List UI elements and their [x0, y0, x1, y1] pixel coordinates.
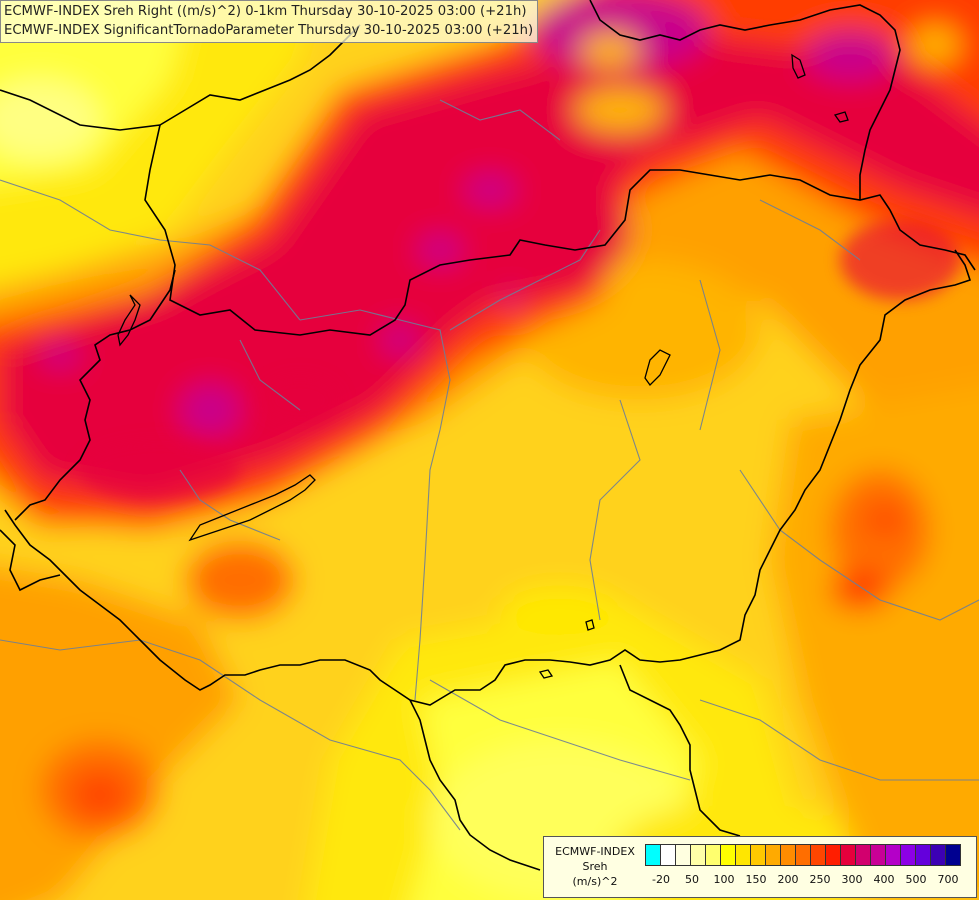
- title-line-stp: ECMWF-INDEX SignificantTornadoParameter …: [4, 23, 534, 38]
- rivers: [0, 99, 979, 831]
- sreh-field-detail: [80, 220, 960, 500]
- legend-swatch: [810, 844, 826, 866]
- legend-tick-label: 50: [685, 873, 699, 886]
- legend-swatch: [675, 844, 691, 866]
- legend-swatch: [915, 844, 931, 866]
- legend-swatch: [645, 844, 661, 866]
- legend-swatch: [660, 844, 676, 866]
- legend-swatch: [930, 844, 946, 866]
- legend-variable-name: Sreh: [582, 860, 608, 873]
- lakes: [117, 53, 849, 679]
- legend-swatch: [735, 844, 751, 866]
- legend-tick-label: 400: [873, 873, 895, 886]
- legend-tick-label: 300: [841, 873, 863, 886]
- title-line-sreh: ECMWF-INDEX Sreh Right ((m/s)^2) 0-1km T…: [4, 4, 527, 19]
- legend-tick-label: -20: [652, 873, 670, 886]
- legend-swatch: [870, 844, 886, 866]
- color-legend: ECMWF-INDEX Sreh (m/s)^2 -20 50 100 150 200 2…: [543, 836, 977, 898]
- legend-tick-label: 150: [745, 873, 767, 886]
- map-title: ECMWF-INDEX Sreh Right ((m/s)^2) 0-1km T…: [0, 0, 539, 43]
- legend-tick-label: 700: [937, 873, 959, 886]
- legend-swatch: [840, 844, 856, 866]
- legend-swatch: [825, 844, 841, 866]
- legend-swatch: [720, 844, 736, 866]
- legend-swatch: [900, 844, 916, 866]
- legend-swatch: [750, 844, 766, 866]
- legend-tick-labels: -20 50 100 150 200 250 300 400 500 700: [645, 873, 975, 889]
- legend-tick-label: 200: [777, 873, 799, 886]
- legend-swatch: [690, 844, 706, 866]
- legend-swatch: [765, 844, 781, 866]
- legend-swatch: [885, 844, 901, 866]
- legend-tick-label: 500: [905, 873, 927, 886]
- legend-tick-label: 250: [809, 873, 831, 886]
- legend-swatch: [855, 844, 871, 866]
- legend-unit: (m/s)^2: [572, 875, 618, 888]
- legend-swatch: [780, 844, 796, 866]
- legend-swatch: [945, 844, 961, 866]
- legend-title: ECMWF-INDEX Sreh (m/s)^2: [548, 844, 642, 889]
- country-borders: [0, 0, 976, 871]
- legend-swatch: [795, 844, 811, 866]
- legend-model-name: ECMWF-INDEX: [555, 845, 635, 858]
- legend-color-scale: [645, 844, 961, 866]
- legend-tick-label: 100: [713, 873, 735, 886]
- legend-swatch: [705, 844, 721, 866]
